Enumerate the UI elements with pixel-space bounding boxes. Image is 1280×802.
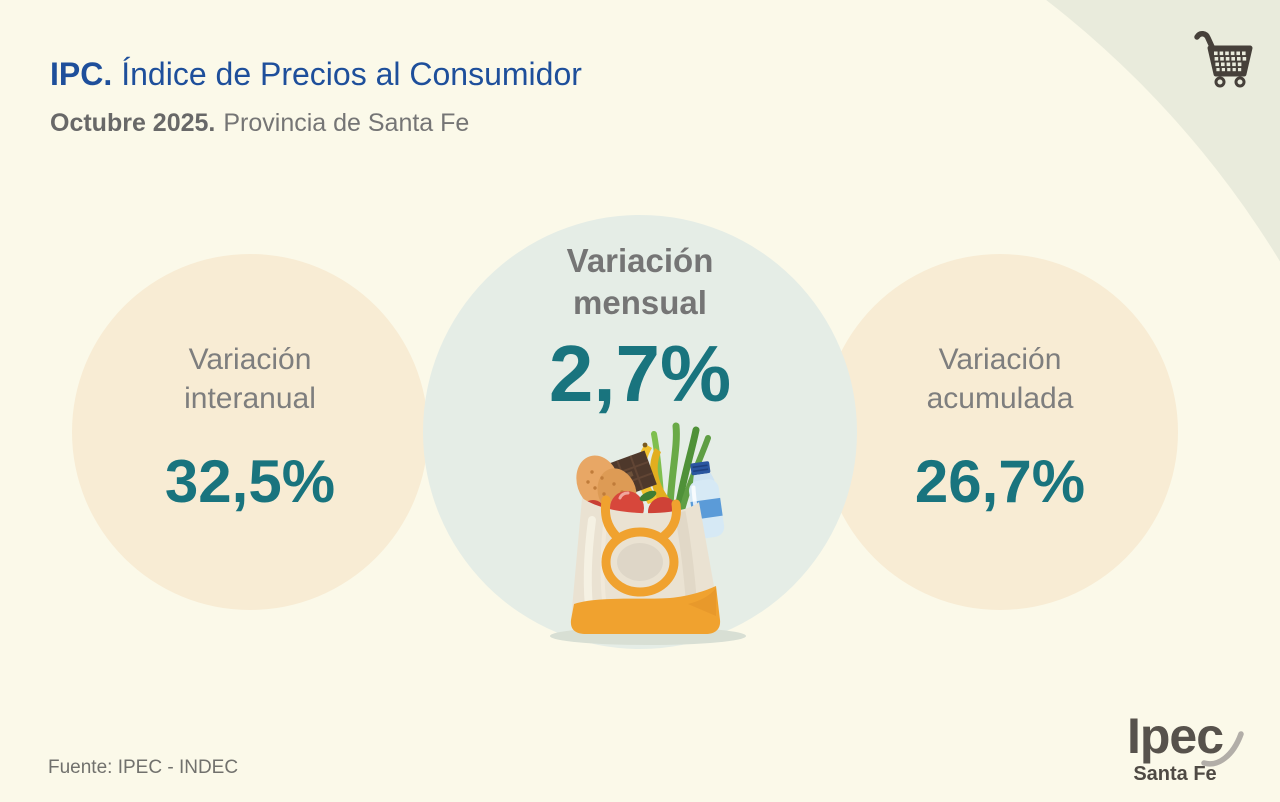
label-line2: acumulada xyxy=(926,382,1074,415)
label-variacion-interanual: Variación interanual xyxy=(90,340,410,418)
value-variacion-interanual: 32,5% xyxy=(164,448,336,515)
label-line2: mensual xyxy=(573,284,707,321)
bag-handle xyxy=(600,495,681,597)
label-line1: Variación xyxy=(938,343,1062,376)
header: IPC. Índice de Precios al Consumidor Octu… xyxy=(50,56,582,138)
label-variacion-mensual: Variación mensual xyxy=(480,240,800,324)
logo-wordmark: Ipec xyxy=(1126,708,1224,764)
subtitle-region: Provincia de Santa Fe xyxy=(223,109,470,137)
page-subtitle: Octubre 2025. Provincia de Santa Fe xyxy=(50,109,582,138)
circle-interanual xyxy=(72,254,428,610)
value-variacion-acumulada: 26,7% xyxy=(914,448,1086,515)
label-line1: Variación xyxy=(188,343,312,376)
subtitle-period: Octubre 2025. xyxy=(50,109,216,137)
source-text: Fuente: IPEC - INDEC xyxy=(48,757,239,778)
bread xyxy=(576,455,637,516)
circle-acumulada xyxy=(822,254,1178,610)
label-line2: interanual xyxy=(184,382,316,415)
logo-region: Santa Fe xyxy=(1133,763,1217,785)
page-title: IPC. Índice de Precios al Consumidor xyxy=(50,56,582,93)
label-variacion-acumulada: Variación acumulada xyxy=(840,340,1160,418)
label-line1: Variación xyxy=(566,242,714,279)
ipec-logo: Ipec Santa Fe xyxy=(1095,710,1255,786)
bag-bottom-stripe xyxy=(570,586,721,634)
shopping-cart-icon xyxy=(1194,31,1253,88)
logo-swoosh-icon xyxy=(1201,731,1244,767)
grocery-bag-illustration xyxy=(550,422,746,645)
title-text: Índice de Precios al Consumidor xyxy=(121,56,582,92)
title-acronym: IPC. xyxy=(50,56,113,92)
value-variacion-mensual: 2,7% xyxy=(548,329,732,418)
